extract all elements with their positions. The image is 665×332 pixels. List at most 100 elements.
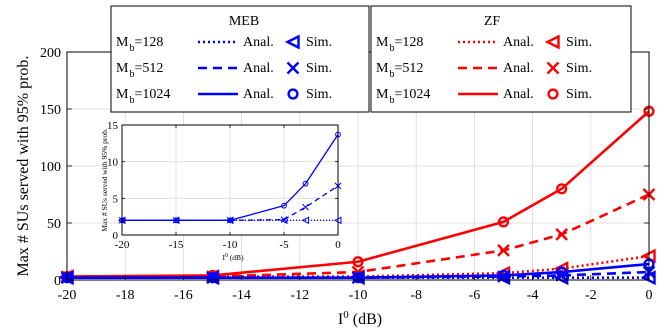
main-point-zf-mb512 bbox=[497, 244, 510, 257]
inset-y-tick-label: 5 bbox=[113, 193, 119, 205]
main-x-tick-label: -14 bbox=[232, 288, 251, 303]
inset-grid bbox=[122, 125, 338, 235]
legend-meb-mb1024-value: =1024 bbox=[134, 87, 170, 102]
inset-x-tick-label: -5 bbox=[279, 239, 289, 251]
inset-y-axis-label: Max # SUs served with 95% prob. bbox=[100, 128, 109, 232]
legend-meb-mb128-sim-label: Sim. bbox=[306, 35, 332, 50]
legend-meb-mb512-label: Mb=512 bbox=[116, 61, 163, 80]
inset-x-tick-label: 0 bbox=[335, 239, 341, 251]
legend-meb-mb512-subscript: b bbox=[129, 69, 134, 80]
inset-point-meb-mb128 bbox=[171, 216, 180, 225]
inset-point-meb-mb512 bbox=[302, 203, 309, 211]
legend-zf-mb512-value: =512 bbox=[394, 61, 423, 76]
main-x-tick-label: 0 bbox=[646, 288, 653, 303]
legend-zf-mb512-anal-label: Anal. bbox=[503, 61, 534, 76]
legend-meb-mb128-marker bbox=[284, 34, 300, 50]
main-x-tick-label: -12 bbox=[290, 288, 309, 303]
inset-x-axis-label-superscript: 0 bbox=[225, 253, 228, 259]
legend-meb-mb1024-sim-label: Sim. bbox=[306, 87, 332, 102]
legend-zf-mb512-marker bbox=[546, 61, 560, 75]
legend-zf-mb1024-symbol: M bbox=[376, 87, 389, 102]
main-x-tick-label: -6 bbox=[469, 288, 481, 303]
legend-meb-mb1024-anal-label: Anal. bbox=[243, 87, 274, 102]
inset-point-meb-mb128 bbox=[279, 216, 288, 225]
legend-meb-mb128-label: Mb=128 bbox=[116, 35, 163, 54]
legend-meb-mb128-value: =128 bbox=[134, 35, 163, 50]
x-axis-label-superscript: 0 bbox=[343, 309, 349, 321]
legend-zf-mb1024-value: =1024 bbox=[394, 87, 430, 102]
legend-meb-mb1024-label: Mb=1024 bbox=[116, 87, 170, 106]
main-point-zf-mb1024 bbox=[497, 216, 510, 228]
inset-y-tick-label: 10 bbox=[107, 157, 119, 169]
x-axis-label: I0 (dB) bbox=[338, 309, 382, 328]
legend-zf-mb1024-subscript: b bbox=[389, 95, 394, 106]
legend-meb-mb128-symbol: M bbox=[116, 35, 129, 50]
legend-zf: ZF Mb=128 Anal. Sim.Mb=512 Anal. Sim.Mb=1024… bbox=[370, 5, 632, 113]
inset-ticks: -20 -15 -10 -5 0 0 5 10 15 bbox=[107, 120, 341, 251]
inset-point-meb-mb1024 bbox=[302, 180, 309, 187]
legend-zf-mb1024-anal-label: Anal. bbox=[503, 87, 534, 102]
x-axis-label-symbol: I bbox=[338, 311, 343, 328]
legend-zf-mb512-subscript: b bbox=[389, 69, 394, 80]
inset-chart: -20 -15 -10 -5 0 0 5 10 15 Max # SUs served with… bbox=[100, 120, 342, 262]
inset-y-tick-label: 15 bbox=[107, 120, 119, 132]
main-y-tick-label: 150 bbox=[40, 103, 61, 118]
main-y-tick-label: 200 bbox=[40, 46, 61, 61]
main-point-zf-mb1024 bbox=[352, 256, 364, 268]
main-point-zf-mb512 bbox=[555, 228, 569, 241]
inset-x-axis-label-unit: (dB) bbox=[228, 253, 244, 262]
inset-y-tick-label: 0 bbox=[113, 230, 119, 242]
legend-zf-mb128-label: Mb=128 bbox=[376, 35, 423, 54]
legend-zf-mb1024-marker bbox=[547, 88, 559, 100]
inset-x-tick-label: -10 bbox=[223, 239, 238, 251]
legend-zf-title: ZF bbox=[484, 14, 501, 29]
inset-point-meb-mb128 bbox=[225, 216, 234, 225]
legend-meb-mb128-subscript: b bbox=[129, 43, 134, 54]
legend-meb-mb128-anal-label: Anal. bbox=[243, 35, 274, 50]
legend-meb-mb1024-subscript: b bbox=[129, 95, 134, 106]
legend-zf-mb128-subscript: b bbox=[389, 43, 394, 54]
inset-x-axis-label: I0 (dB) bbox=[222, 253, 244, 262]
legend-zf-mb128-symbol: M bbox=[376, 35, 389, 50]
legend-meb-mb512-anal-label: Anal. bbox=[243, 61, 274, 76]
main-x-tick-label: -16 bbox=[174, 288, 193, 303]
legend-meb-mb512-marker bbox=[286, 61, 300, 75]
legend-zf-mb1024-sim-label: Sim. bbox=[566, 87, 592, 102]
inset-point-meb-mb128 bbox=[301, 216, 310, 225]
main-x-tick-label: -18 bbox=[116, 288, 135, 303]
legend-zf-box bbox=[370, 5, 632, 113]
inset-point-meb-mb1024 bbox=[281, 202, 287, 209]
legend-meb-mb512-symbol: M bbox=[116, 61, 129, 76]
legend-meb: MEB Mb=128 Anal. Sim.Mb=512 Anal. Sim.Mb=102… bbox=[110, 5, 370, 113]
inset-x-tick-label: -20 bbox=[115, 239, 130, 251]
legend-zf-mb512-sim-label: Sim. bbox=[566, 61, 592, 76]
legend-meb-mb512-value: =512 bbox=[134, 61, 163, 76]
main-y-tick-label: 0 bbox=[54, 274, 61, 289]
legend-zf-mb128-value: =128 bbox=[394, 35, 423, 50]
legend-meb-mb1024-marker bbox=[287, 88, 299, 100]
legend-meb-box bbox=[110, 5, 370, 113]
legend-zf-mb128-marker bbox=[544, 34, 560, 50]
legend-zf-mb1024-label: Mb=1024 bbox=[376, 87, 430, 106]
main-y-tick-label: 50 bbox=[47, 217, 61, 232]
legend-meb-mb512-sim-label: Sim. bbox=[306, 61, 332, 76]
legend-meb-title: MEB bbox=[229, 14, 259, 29]
x-axis-label-unit: (dB) bbox=[349, 311, 382, 328]
legend-zf-mb512-symbol: M bbox=[376, 61, 389, 76]
y-axis-label: Max # SUs served with 95% prob. bbox=[15, 56, 32, 277]
legend-meb-mb1024-symbol: M bbox=[116, 87, 129, 102]
main-point-zf-mb1024 bbox=[556, 183, 568, 195]
main-x-tick-label: -10 bbox=[349, 288, 368, 303]
legend-zf-mb128-sim-label: Sim. bbox=[566, 35, 592, 50]
main-x-tick-label: -8 bbox=[410, 288, 422, 303]
legend-zf-mb512-label: Mb=512 bbox=[376, 61, 423, 80]
main-y-tick-label: 100 bbox=[40, 160, 61, 175]
main-x-tick-label: -2 bbox=[585, 288, 597, 303]
main-x-tick-label: -20 bbox=[58, 288, 77, 303]
main-x-tick-label: -4 bbox=[527, 288, 539, 303]
inset-x-axis-label-symbol: I bbox=[222, 253, 225, 262]
inset-x-tick-label: -15 bbox=[169, 239, 184, 251]
